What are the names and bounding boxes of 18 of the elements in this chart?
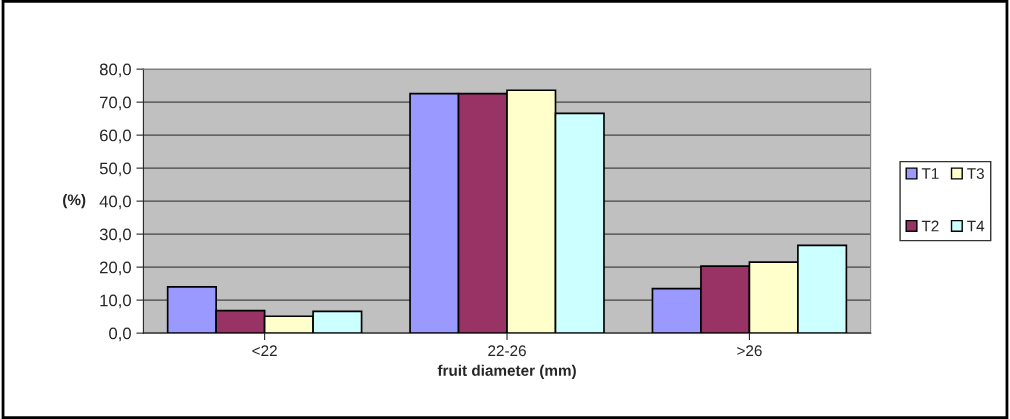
y-tick-label: 60,0: [100, 129, 131, 144]
y-tick-label: 10,0: [100, 294, 131, 309]
y-tick-label: 80,0: [99, 63, 131, 78]
legend-label: T4: [967, 220, 985, 232]
x-axis-title: fruit diameter (mm): [437, 364, 576, 379]
legend-label: T3: [967, 168, 984, 179]
legend-label: T1: [921, 168, 939, 179]
y-tick-label: 50,0: [99, 162, 131, 177]
y-tick-label: 20,0: [100, 261, 131, 276]
y-tick-label: 70,0: [100, 96, 131, 111]
legend-label: T2: [921, 220, 939, 232]
y-tick-label: 40,0: [99, 195, 131, 210]
x-tick-label: >26: [737, 345, 762, 357]
x-tick-label: 22-26: [488, 345, 526, 357]
x-tick-label: <22: [252, 345, 277, 356]
y-axis-title: (%): [63, 194, 86, 209]
y-tick-label: 0,0: [109, 327, 131, 342]
y-tick-label: 30,0: [99, 228, 131, 243]
